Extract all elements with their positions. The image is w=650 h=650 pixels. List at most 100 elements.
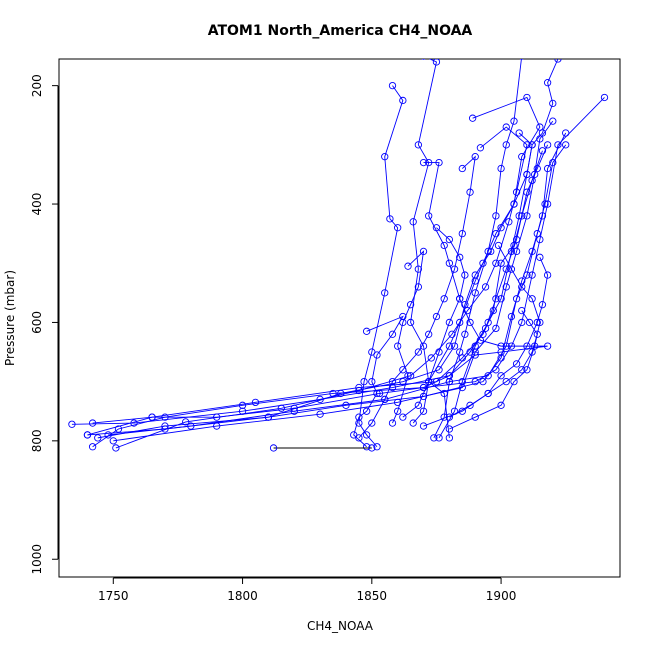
data-point: [445, 425, 454, 433]
profile-line: [438, 59, 559, 439]
data-point: [518, 306, 526, 315]
data-point: [414, 283, 423, 291]
x-axis: 1750 1800 1850 1900: [98, 577, 516, 603]
data-point: [355, 386, 363, 395]
data-point: [543, 200, 552, 208]
data-point: [471, 271, 479, 279]
profile-line: [71, 144, 549, 425]
data-point: [425, 377, 433, 386]
data-point: [450, 342, 459, 350]
profile-line: [92, 97, 605, 448]
data-point: [419, 247, 428, 256]
data-point: [549, 117, 557, 125]
data-point: [497, 372, 505, 380]
data-point: [497, 259, 505, 267]
data-point: [432, 224, 441, 232]
data-point: [497, 401, 505, 409]
data-point: [479, 259, 487, 267]
data-point: [471, 153, 479, 161]
data-point: [497, 164, 505, 173]
data-point: [435, 434, 443, 442]
x-tick-label: 1800: [227, 589, 258, 603]
data-point: [515, 212, 523, 220]
y-tick-label: 200: [30, 74, 44, 97]
data-point: [68, 420, 76, 428]
data-point: [409, 218, 417, 226]
data-point: [445, 377, 454, 386]
data-point: [430, 434, 438, 442]
data-point: [531, 170, 539, 179]
data-point: [399, 318, 407, 327]
data-point: [502, 265, 510, 273]
data-point: [543, 141, 552, 149]
plot-area: [68, 59, 609, 452]
data-point: [368, 444, 376, 452]
data-point: [277, 404, 285, 412]
data-point: [518, 318, 526, 327]
data-point: [388, 330, 397, 338]
data-point: [362, 327, 371, 335]
data-point: [362, 443, 371, 451]
data-point: [538, 301, 547, 309]
data-point: [448, 330, 456, 338]
data-point: [507, 265, 516, 273]
data-point: [409, 419, 417, 427]
data-point: [536, 123, 544, 131]
data-point: [419, 158, 428, 167]
data-point: [381, 289, 389, 297]
data-point: [484, 372, 492, 380]
data-point: [394, 398, 402, 407]
data-point: [404, 262, 412, 270]
data-point: [432, 59, 441, 66]
data-point: [543, 79, 552, 87]
profile-line: [92, 162, 548, 424]
plot-frame: [58, 58, 621, 578]
data-point: [518, 283, 526, 291]
profile-line: [449, 310, 538, 418]
data-point: [466, 401, 474, 409]
y-tick-label: 400: [30, 193, 44, 216]
data-point: [471, 377, 479, 386]
data-point: [476, 336, 485, 344]
data-point: [419, 383, 428, 392]
data-point: [456, 253, 464, 261]
data-point: [549, 99, 557, 108]
data-point: [394, 342, 402, 350]
data-point: [523, 188, 531, 196]
data-point: [502, 377, 510, 386]
data-point: [88, 419, 97, 427]
data-point: [399, 413, 407, 421]
data-point: [484, 318, 492, 327]
data-point: [525, 318, 534, 327]
data-point: [406, 301, 415, 309]
data-point: [519, 59, 524, 60]
data-point: [425, 212, 433, 220]
data-point: [362, 431, 371, 439]
data-point: [471, 277, 479, 285]
data-point: [414, 141, 423, 149]
profile-line: [358, 85, 404, 448]
data-point: [600, 93, 609, 102]
data-point: [373, 389, 381, 398]
data-point: [536, 318, 544, 327]
data-point: [492, 259, 500, 267]
data-point: [512, 360, 521, 368]
profile-line: [115, 126, 528, 449]
data-point: [549, 158, 557, 167]
data-point: [458, 377, 466, 386]
data-point: [445, 318, 454, 327]
data-point: [381, 153, 389, 161]
data-point: [435, 348, 443, 356]
data-point: [94, 434, 102, 442]
data-point: [251, 398, 260, 407]
data-point: [445, 434, 454, 442]
y-axis: 200 400 600 800 1000: [30, 74, 59, 575]
x-axis-label: CH4_NOAA: [307, 619, 374, 633]
data-point: [543, 342, 552, 350]
data-point: [502, 283, 510, 291]
data-point: [541, 200, 549, 208]
data-point: [388, 383, 397, 392]
data-point: [404, 372, 412, 380]
data-point: [543, 271, 552, 279]
data-point: [523, 170, 531, 179]
